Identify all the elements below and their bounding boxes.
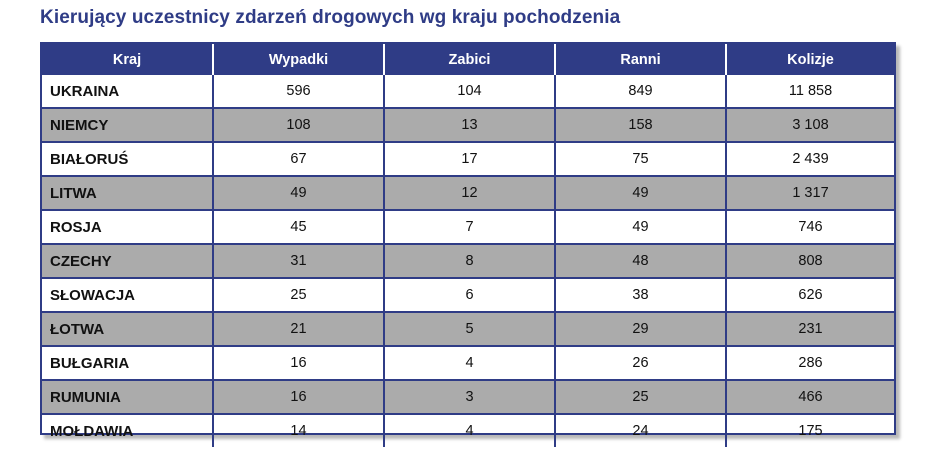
cell-kolizje: 286 (726, 346, 894, 381)
cell-ranni: 49 (555, 210, 727, 245)
table-row: LITWA 49 12 49 1 317 (42, 176, 894, 211)
cell-zabici: 104 (384, 75, 556, 109)
table-row: ROSJA 45 7 49 746 (42, 210, 894, 245)
header-kraj: Kraj (42, 44, 214, 75)
cell-ranni: 24 (555, 414, 727, 447)
table-row: MOŁDAWIA 14 4 24 175 (42, 414, 894, 447)
cell-kolizje: 175 (798, 423, 823, 439)
cell-country: UKRAINA (42, 75, 214, 109)
cell-ranni: 26 (555, 346, 727, 381)
cell-zabici: 4 (384, 346, 556, 381)
cell-ranni: 29 (555, 312, 727, 347)
cell-kolizje: 746 (726, 210, 894, 245)
cell-country: RUMUNIA (42, 380, 214, 415)
cell-wypadki: 49 (213, 176, 385, 211)
cell-wypadki: 45 (213, 210, 385, 245)
cell-country: CZECHY (42, 244, 214, 279)
cell-country: MOŁDAWIA (42, 414, 214, 447)
cell-zabici: 5 (384, 312, 556, 347)
cell-ranni: 48 (555, 244, 727, 279)
cell-ranni: 49 (555, 176, 727, 211)
header-ranni: Ranni (555, 44, 727, 75)
cell-country: ŁOTWA (42, 312, 214, 347)
header-wypadki: Wypadki (213, 44, 385, 75)
cell-zabici: 12 (384, 176, 556, 211)
table-row: ŁOTWA 21 5 29 231 (42, 312, 894, 347)
cell-zabici: 13 (384, 108, 556, 143)
cell-ranni: 158 (555, 108, 727, 143)
cell-wypadki: 67 (213, 142, 385, 177)
table-row: BIAŁORUŚ 67 17 75 2 439 (42, 142, 894, 177)
cell-kolizje: 3 108 (726, 108, 894, 143)
cell-wypadki: 14 (213, 414, 385, 447)
cell-zabici: 17 (384, 142, 556, 177)
cell-wypadki: 21 (213, 312, 385, 347)
cell-wypadki: 596 (213, 75, 385, 109)
table-row: NIEMCY 108 13 158 3 108 (42, 108, 894, 143)
cell-kolizje: 1 317 (726, 176, 894, 211)
cell-wypadki: 16 (213, 380, 385, 415)
cell-kolizje: 626 (726, 278, 894, 313)
cell-ranni: 75 (555, 142, 727, 177)
table-row: CZECHY 31 8 48 808 (42, 244, 894, 279)
cell-country: NIEMCY (42, 108, 214, 143)
table-header-row: Kraj Wypadki Zabici Ranni Kolizje (42, 44, 894, 75)
cell-kolizje: 808 (726, 244, 894, 279)
cell-ranni: 25 (555, 380, 727, 415)
page-title: Kierujący uczestnicy zdarzeń drogowych w… (40, 7, 621, 28)
cell-kolizje: 2 439 (726, 142, 894, 177)
table-row: BUŁGARIA 16 4 26 286 (42, 346, 894, 381)
table-row: UKRAINA 596 104 849 11 858 (42, 75, 894, 109)
cell-kolizje: 11 858 (726, 75, 894, 109)
table-row: SŁOWACJA 25 6 38 626 (42, 278, 894, 313)
table-row: RUMUNIA 16 3 25 466 (42, 380, 894, 415)
cell-country: LITWA (42, 176, 214, 211)
country-table: Kraj Wypadki Zabici Ranni Kolizje UKRAIN… (40, 42, 896, 447)
cell-country: BIAŁORUŚ (42, 142, 214, 177)
cell-zabici: 8 (384, 244, 556, 279)
cell-zabici: 7 (384, 210, 556, 245)
header-kolizje: Kolizje (726, 44, 894, 75)
cell-wypadki: 31 (213, 244, 385, 279)
cell-wypadki: 108 (213, 108, 385, 143)
cell-wypadki: 25 (213, 278, 385, 313)
header-zabici: Zabici (384, 44, 556, 75)
cell-country: ROSJA (42, 210, 214, 245)
cell-country: BUŁGARIA (42, 346, 214, 381)
cell-ranni: 38 (555, 278, 727, 313)
cell-zabici: 6 (384, 278, 556, 313)
cell-ranni: 849 (555, 75, 727, 109)
cell-zabici: 3 (384, 380, 556, 415)
cell-kolizje: 466 (726, 380, 894, 415)
cell-zabici: 4 (384, 414, 556, 447)
cell-kolizje: 231 (726, 312, 894, 347)
cell-country: SŁOWACJA (42, 278, 214, 313)
cell-wypadki: 16 (213, 346, 385, 381)
